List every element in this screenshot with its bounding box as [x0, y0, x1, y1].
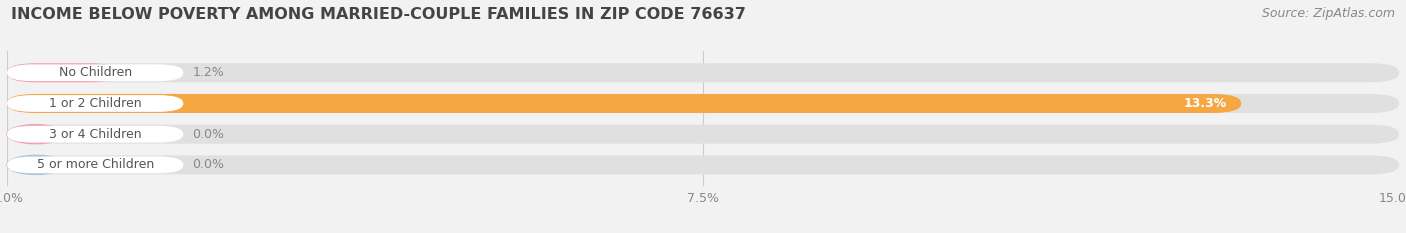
Text: INCOME BELOW POVERTY AMONG MARRIED-COUPLE FAMILIES IN ZIP CODE 76637: INCOME BELOW POVERTY AMONG MARRIED-COUPL…: [11, 7, 747, 22]
FancyBboxPatch shape: [7, 63, 1399, 82]
FancyBboxPatch shape: [7, 155, 1399, 175]
Text: 1 or 2 Children: 1 or 2 Children: [49, 97, 142, 110]
Text: No Children: No Children: [59, 66, 132, 79]
Text: 1.2%: 1.2%: [193, 66, 225, 79]
Text: 3 or 4 Children: 3 or 4 Children: [49, 128, 142, 141]
FancyBboxPatch shape: [7, 94, 1399, 113]
Circle shape: [7, 155, 65, 175]
Text: 13.3%: 13.3%: [1184, 97, 1227, 110]
FancyBboxPatch shape: [7, 95, 183, 112]
FancyBboxPatch shape: [7, 64, 183, 81]
FancyBboxPatch shape: [7, 94, 1241, 113]
Text: 5 or more Children: 5 or more Children: [37, 158, 153, 171]
Text: 0.0%: 0.0%: [193, 158, 225, 171]
FancyBboxPatch shape: [7, 126, 183, 143]
Text: 0.0%: 0.0%: [193, 128, 225, 141]
Circle shape: [7, 125, 65, 144]
FancyBboxPatch shape: [7, 125, 1399, 144]
FancyBboxPatch shape: [7, 63, 118, 82]
Text: Source: ZipAtlas.com: Source: ZipAtlas.com: [1261, 7, 1395, 20]
FancyBboxPatch shape: [7, 157, 183, 173]
